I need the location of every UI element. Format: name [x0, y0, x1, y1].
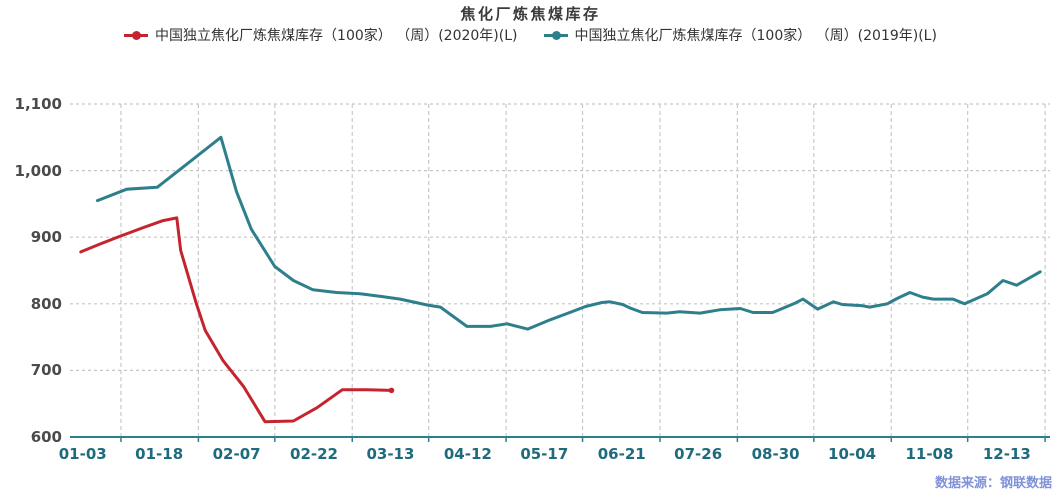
chart-title: 焦化厂炼焦煤库存: [460, 5, 601, 23]
x-tick-label: 08-30: [751, 445, 800, 463]
line-dot-marker-icon: [124, 30, 149, 40]
legend: 中国独立焦化厂炼焦煤库存（100家） （周）(2020年)(L) 中国独立焦化厂…: [0, 25, 1061, 45]
source-note: 数据来源：钢联数据: [934, 476, 1052, 491]
y-axis-labels: 600 700 800 900 1,000 1,100: [0, 95, 65, 446]
x-tick-label: 01-18: [135, 445, 184, 463]
x-tick-label: 07-26: [674, 445, 723, 463]
y-tick-label: 1,100: [14, 95, 62, 113]
x-tick-label: 12-13: [982, 445, 1031, 463]
y-tick-label: 700: [30, 361, 62, 380]
x-tick-label: 11-08: [905, 445, 954, 463]
legend-label-2019: 中国独立焦化厂炼焦煤库存（100家） （周）(2019年)(L): [574, 28, 937, 44]
legend-label-2020: 中国独立焦化厂炼焦煤库存（100家） （周）(2020年)(L): [155, 28, 518, 44]
series-end-dot: [388, 387, 395, 394]
x-tick-label: 01-03: [58, 445, 107, 463]
series-line-2019: [95, 135, 1042, 331]
legend-item-2019: 中国独立焦化厂炼焦煤库存（100家） （周）(2019年)(L): [543, 25, 937, 45]
x-tick-label: 05-17: [520, 445, 569, 463]
y-tick-label: 900: [30, 228, 62, 247]
x-axis-labels: 01-03 01-18 02-07 02-22 03-13 04-12 05-17 06-21…: [59, 444, 1050, 466]
x-tick-label: 10-04: [828, 445, 877, 463]
y-tick-label: 1,000: [14, 161, 62, 180]
legend-item-2020: 中国独立焦化厂炼焦煤库存（100家） （周）(2020年)(L): [124, 25, 518, 45]
y-tick-label: 800: [30, 294, 62, 313]
chart-canvas: [70, 103, 1050, 442]
line-dot-marker-icon: [543, 30, 568, 40]
x-tick-label: 02-22: [290, 445, 338, 463]
x-tick-label: 03-13: [366, 445, 415, 463]
x-tick-label: 04-12: [443, 445, 492, 463]
plot-area: [70, 103, 1050, 444]
series-line-2020: [79, 216, 393, 424]
x-tick-label: 02-07: [212, 445, 261, 463]
y-tick-label: 600: [30, 428, 62, 446]
x-tick-label: 06-21: [597, 445, 646, 463]
